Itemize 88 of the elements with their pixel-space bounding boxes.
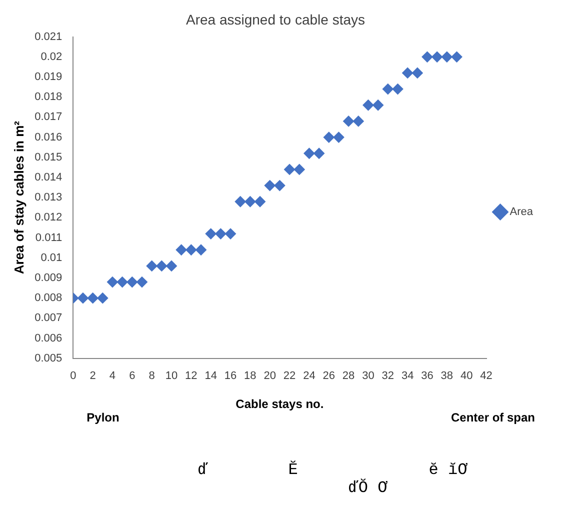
point — [314, 148, 325, 159]
point — [205, 228, 216, 240]
point — [136, 276, 148, 288]
x-tick-label: 16 — [224, 370, 237, 382]
y-tick-label: 0.013 — [34, 192, 62, 204]
y-tick-label: 0.015 — [34, 151, 62, 164]
point — [244, 196, 256, 208]
legend-label: Area — [510, 206, 534, 218]
point — [333, 132, 344, 143]
point — [77, 292, 88, 304]
y-axis-title: Area of stay cables in m² — [11, 120, 26, 274]
point — [274, 180, 286, 192]
point — [382, 84, 394, 95]
y-tick-label: 0.012 — [34, 212, 62, 224]
point — [372, 100, 384, 111]
point — [166, 260, 177, 272]
point — [225, 228, 236, 240]
y-tick-label: 0.021 — [34, 30, 62, 43]
point — [451, 51, 462, 62]
x-tick-label: 4 — [109, 370, 116, 382]
point — [304, 148, 315, 159]
point — [254, 196, 266, 208]
text: Center of span — [450, 410, 536, 424]
x-tick-label: 38 — [440, 370, 454, 382]
y-tick-label: 0.017 — [34, 111, 62, 124]
point — [87, 292, 98, 304]
point — [116, 276, 128, 288]
point — [392, 84, 404, 95]
x-tick-label: 40 — [460, 370, 473, 382]
point — [362, 100, 374, 111]
point — [323, 132, 334, 143]
point — [97, 292, 108, 304]
x-tick-label: 6 — [129, 370, 136, 382]
y-tick-label: 0.016 — [34, 131, 62, 144]
x-tick-label: 24 — [303, 370, 316, 382]
y-tick-label: 0.005 — [34, 352, 62, 364]
point — [422, 51, 433, 62]
x-tick-label: 2 — [90, 370, 96, 382]
y-tick-label: 0.008 — [34, 292, 62, 304]
x-tick-label: 30 — [362, 370, 374, 382]
x-tick-label: 10 — [165, 370, 178, 382]
x-tick-label: 12 — [185, 370, 198, 382]
point — [234, 196, 246, 208]
text: ďŎ Ơ — [348, 478, 388, 498]
point — [126, 276, 138, 288]
point — [186, 244, 197, 256]
point — [176, 244, 187, 256]
point — [156, 260, 168, 272]
y-tick-label: 0.018 — [34, 91, 62, 104]
point — [343, 116, 354, 127]
point — [106, 276, 118, 288]
point — [432, 51, 443, 62]
point — [264, 180, 276, 192]
x-tick-label: 22 — [283, 370, 296, 382]
y-tick-label: 0.007 — [34, 312, 62, 324]
text: ĕ ĭƠ — [428, 461, 468, 480]
point — [215, 228, 226, 240]
y-tick-label: 0.014 — [34, 172, 62, 184]
x-tick-label: 34 — [401, 370, 414, 382]
point — [441, 51, 452, 62]
x-tick-label: 18 — [244, 370, 256, 382]
text: Ĕ — [288, 460, 298, 480]
x-tick-label: 14 — [204, 370, 217, 382]
point — [294, 164, 305, 175]
chart-title: Area assigned to cable stays — [186, 11, 365, 28]
text: Pylon — [86, 410, 120, 424]
x-tick-label: 42 — [480, 370, 492, 382]
x-tick-label: 0 — [70, 370, 76, 382]
point — [412, 67, 423, 78]
y-tick-label: 0.01 — [40, 252, 62, 264]
x-tick-label: 20 — [264, 370, 276, 382]
point — [402, 67, 414, 78]
y-tick-label: 0.019 — [34, 71, 62, 84]
y-tick-label: 0.009 — [34, 272, 62, 284]
x-tick-label: 36 — [421, 370, 434, 382]
point — [284, 164, 296, 175]
point — [196, 244, 207, 256]
x-tick-label: 28 — [342, 370, 355, 382]
x-axis-title: Cable stays no. — [236, 397, 324, 412]
x-tick-label: 26 — [322, 370, 336, 382]
y-tick-label: 0.006 — [34, 332, 62, 344]
text: ď — [198, 461, 208, 480]
x-tick-label: 32 — [382, 370, 394, 382]
x-tick-label: 8 — [148, 370, 155, 382]
point — [146, 260, 158, 272]
y-tick-label: 0.02 — [40, 50, 62, 63]
point — [352, 116, 364, 127]
y-tick-label: 0.011 — [35, 232, 62, 244]
